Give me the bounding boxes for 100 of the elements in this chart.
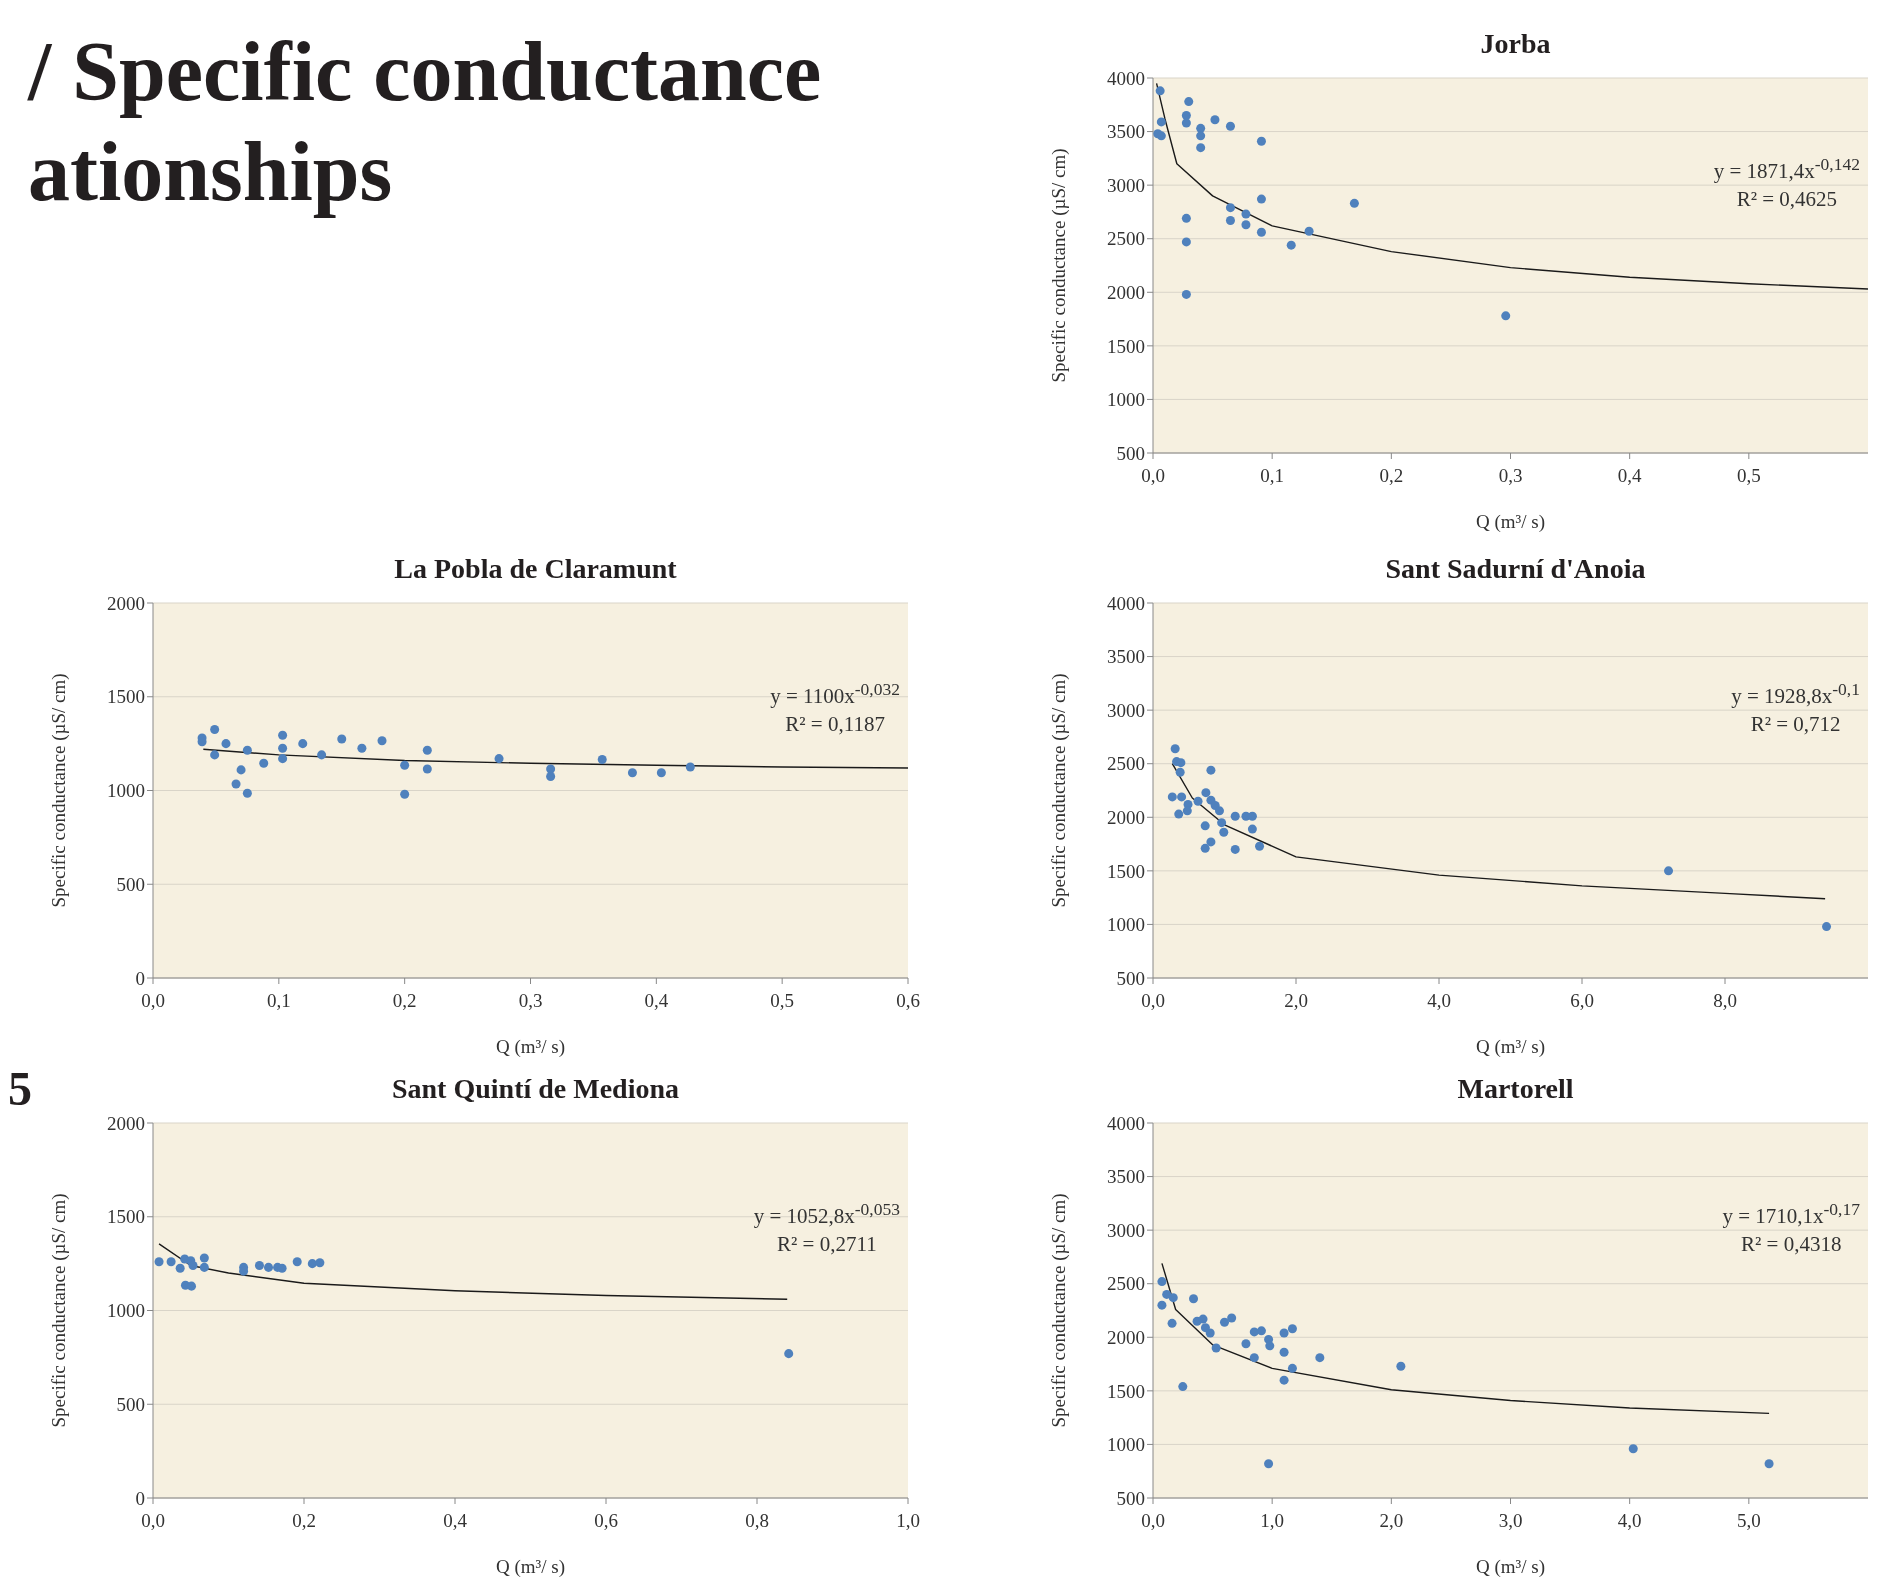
y-tick-label: 0 [135, 1487, 145, 1509]
y-tick-label: 2000 [1107, 807, 1145, 829]
point [1182, 806, 1192, 816]
point [1196, 131, 1206, 141]
y-tick-label: 1500 [1107, 1380, 1145, 1402]
y-tick-label: 500 [116, 873, 145, 895]
line-series [1155, 82, 1868, 290]
point [1210, 115, 1220, 125]
point [1628, 1444, 1638, 1454]
chart-title: Martorell [1456, 1073, 1575, 1106]
chart-title: Sant Quintí de Mediona [390, 1073, 681, 1106]
point [400, 760, 410, 770]
x-tick-label: 0,6 [896, 990, 920, 1012]
point [1279, 1375, 1289, 1385]
point [1279, 1347, 1289, 1357]
point [1501, 311, 1511, 321]
x-tick-label: 1,0 [896, 1510, 920, 1532]
point [1225, 215, 1235, 226]
point [1764, 1459, 1774, 1469]
point [1211, 1343, 1221, 1353]
point [422, 764, 432, 774]
annotation: R² = 0,4625 [1735, 186, 1839, 214]
point [1200, 821, 1210, 831]
y-tick-label: 1000 [1107, 914, 1145, 936]
x-tick-label: 0,2 [292, 1510, 316, 1532]
point [166, 1257, 176, 1267]
point [1256, 136, 1266, 146]
x-tick-label: 4,0 [1427, 990, 1451, 1012]
y-axis-title: Specific conductance (µS/ cm) [47, 1193, 70, 1428]
x-tick-label: 5,0 [1736, 1510, 1761, 1532]
chart-title: Jorba [1479, 28, 1552, 61]
annotation: R² = 0,1187 [784, 711, 886, 739]
text: ationships [28, 125, 393, 219]
point [221, 739, 231, 749]
x-tick-label: 0,4 [644, 990, 669, 1012]
y-tick-label: 3500 [1107, 1166, 1145, 1188]
point [1155, 86, 1165, 96]
x-tick-label: 0,1 [1260, 465, 1285, 487]
point [1230, 844, 1240, 854]
point [1265, 1341, 1275, 1351]
y-tick-label: 2000 [1107, 1327, 1145, 1349]
point [337, 734, 347, 744]
y-axis-title: Specific conductance (µS/ cm) [47, 673, 70, 908]
x-tick-label: 2,0 [1284, 990, 1308, 1012]
y-tick-label: 500 [116, 1393, 145, 1415]
x-tick-label: 0,4 [1617, 465, 1643, 487]
y-tick-label: 2000 [1107, 282, 1145, 304]
point [1196, 123, 1206, 133]
point [1184, 97, 1194, 107]
point [1256, 227, 1266, 237]
point [1256, 194, 1266, 204]
x-tick-label: 0,1 [266, 990, 291, 1012]
y-tick-label: 1500 [1107, 335, 1145, 357]
annotation: R² = 0,4318 [1740, 1231, 1843, 1259]
x-tick-label: 0,0 [1141, 465, 1165, 487]
x-tick-label: 3,0 [1498, 1510, 1523, 1532]
x-tick-label: 1,0 [1260, 1510, 1285, 1532]
point [1287, 1363, 1297, 1373]
point [1255, 841, 1265, 851]
point [1287, 1324, 1297, 1334]
y-tick-label: 3000 [1107, 1219, 1145, 1241]
annotation: y = 1052,8x$^{-0,053}$ [753, 1198, 900, 1230]
point [1396, 1361, 1406, 1371]
annotation: y = 1100x$^{-0,032}$ [770, 678, 900, 710]
y-tick-label: 1000 [1107, 1434, 1145, 1456]
point [1181, 110, 1191, 121]
point [1177, 792, 1187, 802]
point [307, 1259, 317, 1269]
point [1219, 827, 1229, 837]
annotation: y = 1928,8x$^{-0,1}$ [1731, 678, 1860, 710]
x-tick-label: 0,2 [1379, 465, 1404, 487]
y-tick-label: 4000 [1107, 1112, 1145, 1134]
x-axis-title: Q (m³/ s) [495, 1036, 566, 1058]
point [685, 762, 695, 772]
point [242, 745, 252, 755]
point [1201, 788, 1211, 798]
annotation: y = 1871,4x$^{-0,142}$ [1713, 153, 1860, 185]
x-axis-title: Q (m³/ s) [495, 1556, 566, 1578]
point [1181, 237, 1191, 247]
point [1304, 226, 1314, 236]
point [199, 1262, 209, 1272]
point [1162, 1289, 1172, 1299]
y-tick-label: 500 [1116, 967, 1145, 989]
point [1264, 1459, 1274, 1469]
annotation: y = 1710,1x$^{-0,17}$ [1722, 1198, 1860, 1230]
x-tick-label: 0,2 [392, 990, 417, 1012]
y-tick-label: 1500 [1107, 860, 1145, 882]
x-tick-label: 0,0 [141, 990, 165, 1012]
point [231, 779, 241, 789]
y-tick-label: 1500 [107, 686, 145, 708]
chart-title: Sant Sadurní d'Anoia [1384, 553, 1647, 586]
point [278, 730, 288, 740]
point [1157, 1277, 1167, 1287]
x-tick-label: 0,4 [443, 1510, 468, 1532]
text: / Specific conductance [28, 25, 822, 119]
y-tick-label: 4000 [1107, 592, 1145, 614]
point [1286, 240, 1296, 250]
y-tick-label: 3500 [1107, 646, 1145, 668]
point [1167, 1318, 1177, 1328]
point [1315, 1353, 1325, 1363]
